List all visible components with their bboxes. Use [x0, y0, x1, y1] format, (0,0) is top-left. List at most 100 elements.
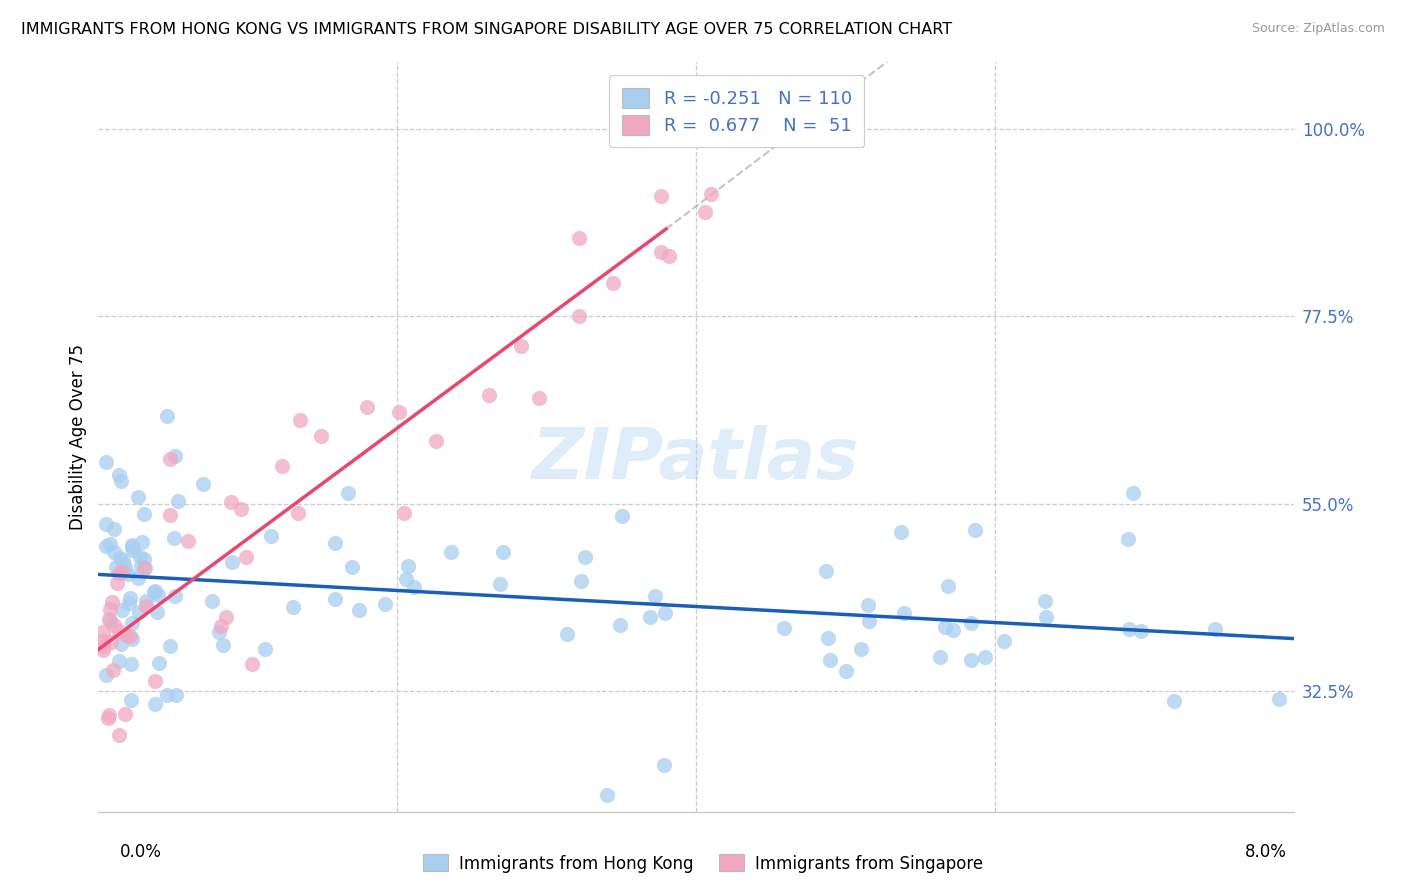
Point — [159, 451, 181, 466]
Point — [960, 616, 983, 631]
Point — [644, 589, 666, 603]
Point — [893, 606, 915, 620]
Point — [960, 653, 983, 667]
Point — [97, 612, 120, 626]
Point — [478, 388, 501, 402]
Legend: R = -0.251   N = 110, R =  0.677    N =  51: R = -0.251 N = 110, R = 0.677 N = 51 — [609, 75, 865, 147]
Point — [219, 494, 242, 508]
Point — [118, 596, 141, 610]
Point — [1163, 694, 1185, 708]
Point — [143, 674, 166, 689]
Point — [402, 580, 425, 594]
Text: IMMIGRANTS FROM HONG KONG VS IMMIGRANTS FROM SINGAPORE DISABILITY AGE OVER 75 CO: IMMIGRANTS FROM HONG KONG VS IMMIGRANTS … — [21, 22, 952, 37]
Point — [100, 614, 122, 628]
Point — [309, 429, 332, 443]
Point — [132, 507, 155, 521]
Point — [235, 550, 257, 565]
Point — [488, 577, 510, 591]
Point — [609, 617, 631, 632]
Point — [700, 186, 723, 201]
Point — [163, 532, 186, 546]
Text: Source: ZipAtlas.com: Source: ZipAtlas.com — [1251, 22, 1385, 36]
Point — [974, 649, 997, 664]
Point — [650, 188, 672, 202]
Point — [128, 605, 150, 619]
Legend: Immigrants from Hong Kong, Immigrants from Singapore: Immigrants from Hong Kong, Immigrants fr… — [416, 847, 990, 880]
Point — [654, 606, 676, 620]
Point — [94, 540, 117, 554]
Point — [392, 506, 415, 520]
Point — [336, 485, 359, 500]
Point — [105, 576, 128, 591]
Point — [835, 664, 858, 678]
Point — [120, 657, 142, 672]
Text: 0.0%: 0.0% — [120, 843, 162, 861]
Point — [118, 629, 141, 643]
Point — [323, 592, 346, 607]
Point — [356, 400, 378, 414]
Point — [395, 572, 418, 586]
Point — [108, 468, 131, 483]
Point — [340, 560, 363, 574]
Point — [209, 618, 232, 632]
Point — [652, 757, 675, 772]
Point — [287, 506, 309, 520]
Point — [240, 657, 263, 672]
Point — [425, 434, 447, 449]
Point — [101, 595, 124, 609]
Point — [568, 309, 591, 323]
Point — [129, 549, 152, 564]
Point — [993, 633, 1015, 648]
Point — [165, 688, 187, 702]
Point — [120, 692, 142, 706]
Point — [347, 603, 370, 617]
Point — [148, 657, 170, 671]
Point — [191, 476, 214, 491]
Point — [114, 561, 136, 575]
Point — [103, 544, 125, 558]
Point — [98, 601, 121, 615]
Point — [965, 523, 987, 537]
Point — [817, 632, 839, 646]
Point — [93, 624, 115, 639]
Point — [212, 638, 235, 652]
Point — [143, 583, 166, 598]
Point — [117, 566, 139, 581]
Point — [177, 534, 200, 549]
Point — [165, 450, 187, 464]
Point — [121, 632, 143, 646]
Point — [1204, 622, 1226, 636]
Point — [1116, 532, 1139, 546]
Point — [491, 545, 513, 559]
Point — [602, 276, 624, 290]
Point — [1035, 610, 1057, 624]
Point — [94, 668, 117, 682]
Point — [1122, 486, 1144, 500]
Point — [208, 625, 231, 640]
Point — [103, 664, 125, 678]
Point — [112, 553, 135, 567]
Point — [91, 639, 114, 653]
Point — [815, 564, 838, 578]
Point — [132, 552, 155, 566]
Point — [121, 616, 143, 631]
Point — [890, 524, 912, 539]
Point — [91, 643, 114, 657]
Point — [934, 620, 956, 634]
Point — [942, 623, 965, 637]
Point — [100, 635, 122, 649]
Point — [638, 610, 661, 624]
Point — [110, 637, 132, 651]
Point — [98, 537, 121, 551]
Point — [127, 491, 149, 505]
Point — [283, 600, 305, 615]
Point — [928, 650, 950, 665]
Point — [108, 728, 131, 742]
Point — [440, 545, 463, 559]
Point — [1033, 594, 1056, 608]
Point — [103, 617, 125, 632]
Point — [396, 559, 419, 574]
Point — [527, 391, 550, 405]
Point — [112, 558, 135, 572]
Point — [555, 627, 578, 641]
